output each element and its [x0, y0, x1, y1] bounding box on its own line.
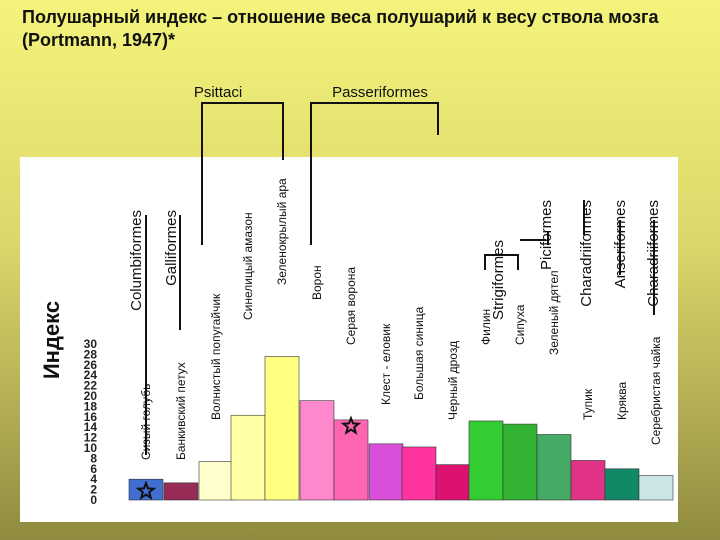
y-tick-label: 20 — [84, 389, 98, 403]
y-tick-label: 28 — [84, 347, 98, 361]
category-label: Волнистый попугайчик — [209, 293, 223, 420]
bar — [502, 423, 538, 501]
bar — [333, 419, 369, 501]
y-tick-label: 24 — [84, 368, 98, 382]
category-labels: Сизый голубь Банкивский петух Волнистый по… — [139, 178, 663, 460]
category-label: Зеленокрылый ара — [275, 178, 289, 285]
y-tick-label: 10 — [84, 441, 98, 455]
category-label: Сипуха — [513, 304, 527, 345]
star-marker — [340, 415, 362, 435]
bar — [570, 460, 606, 501]
bar — [368, 443, 404, 501]
y-tick-label: 6 — [90, 462, 97, 476]
bar — [264, 356, 300, 501]
category-label: Кряква — [615, 381, 629, 420]
bar — [468, 420, 504, 501]
order-label: Passeriformes — [332, 84, 428, 101]
bar — [198, 461, 234, 501]
bars — [128, 356, 674, 501]
annotation-stars — [135, 415, 362, 500]
order-label: Galliformes — [163, 210, 180, 286]
order-bracket-line — [201, 102, 284, 245]
y-tick-label: 14 — [84, 420, 98, 434]
star-marker — [135, 480, 157, 500]
category-label: Зеленый дятел — [547, 270, 561, 355]
order-brackets — [145, 102, 655, 455]
y-tick-label: 12 — [84, 431, 98, 445]
y-axis-label: Индекс — [39, 301, 64, 379]
category-label: Ворон — [310, 265, 324, 300]
category-label: Филин — [479, 309, 493, 345]
bar — [435, 464, 471, 501]
category-label: Синелицый амазон — [241, 212, 255, 320]
category-label: Серебристая чайка — [649, 336, 663, 445]
order-bracket-line — [310, 102, 439, 245]
y-tick-label: 4 — [90, 472, 97, 486]
bar — [401, 446, 437, 501]
category-label: Банкивский петух — [174, 362, 188, 460]
y-tick-label: 30 — [84, 337, 98, 351]
order-label: Columbiformes — [128, 210, 145, 311]
category-label: Клест - еловик — [379, 323, 393, 405]
bar — [638, 475, 674, 501]
y-tick-label: 8 — [90, 451, 97, 465]
y-tick-label: 2 — [90, 483, 97, 497]
category-label: Серая ворона — [344, 267, 358, 345]
order-labels: Columbiformes Galliformes Psittaci Passerif… — [128, 84, 662, 320]
order-label: Psittaci — [194, 84, 242, 101]
y-tick-label: 22 — [84, 379, 98, 393]
category-label: Тупик — [581, 388, 595, 420]
bar — [604, 468, 640, 501]
y-tick-label: 0 — [90, 493, 97, 507]
order-label: Charadriiformes — [645, 200, 662, 307]
bar — [536, 434, 572, 501]
bar — [128, 478, 164, 501]
order-label: Charadriiformes — [578, 200, 595, 307]
bar — [299, 400, 335, 501]
bar — [230, 414, 266, 501]
category-label: Сизый голубь — [139, 384, 153, 460]
bar — [163, 482, 199, 501]
order-label: Strigiformes — [490, 240, 507, 320]
order-label: Anseriformes — [612, 200, 629, 288]
order-bracket-line — [484, 254, 519, 270]
y-tick-label: 18 — [84, 399, 98, 413]
category-label: Черный дрозд — [446, 341, 460, 420]
y-tick-label: 26 — [84, 358, 98, 372]
order-label: Piciformes — [538, 200, 555, 270]
category-label: Большая синица — [412, 306, 426, 400]
y-tick-label: 16 — [84, 410, 98, 424]
chart-title: Полушарный индекс – отношение веса полуш… — [22, 7, 659, 50]
